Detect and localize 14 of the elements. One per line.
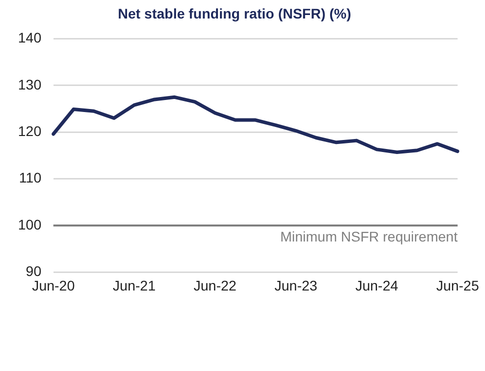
- x-tick-label: Jun-21: [112, 277, 156, 294]
- x-tick-label: Jun-24: [355, 277, 398, 294]
- y-tick-label: 90: [26, 263, 42, 280]
- y-tick-label: 110: [19, 170, 42, 186]
- y-tick-label: 100: [18, 216, 42, 232]
- x-tick-label: Jun-23: [274, 277, 318, 294]
- x-tick-label: Jun-25: [436, 277, 480, 294]
- ref-line-label: Minimum NSFR requirement: [280, 228, 458, 244]
- x-tick-label: Jun-20: [32, 277, 75, 294]
- chart-title: Net stable funding ratio (NSFR) (%): [118, 5, 352, 22]
- x-tick-label: Jun-22: [194, 277, 237, 294]
- y-tick-label: 140: [18, 30, 42, 46]
- y-tick-label: 130: [18, 76, 42, 92]
- y-tick-label: 120: [18, 123, 42, 140]
